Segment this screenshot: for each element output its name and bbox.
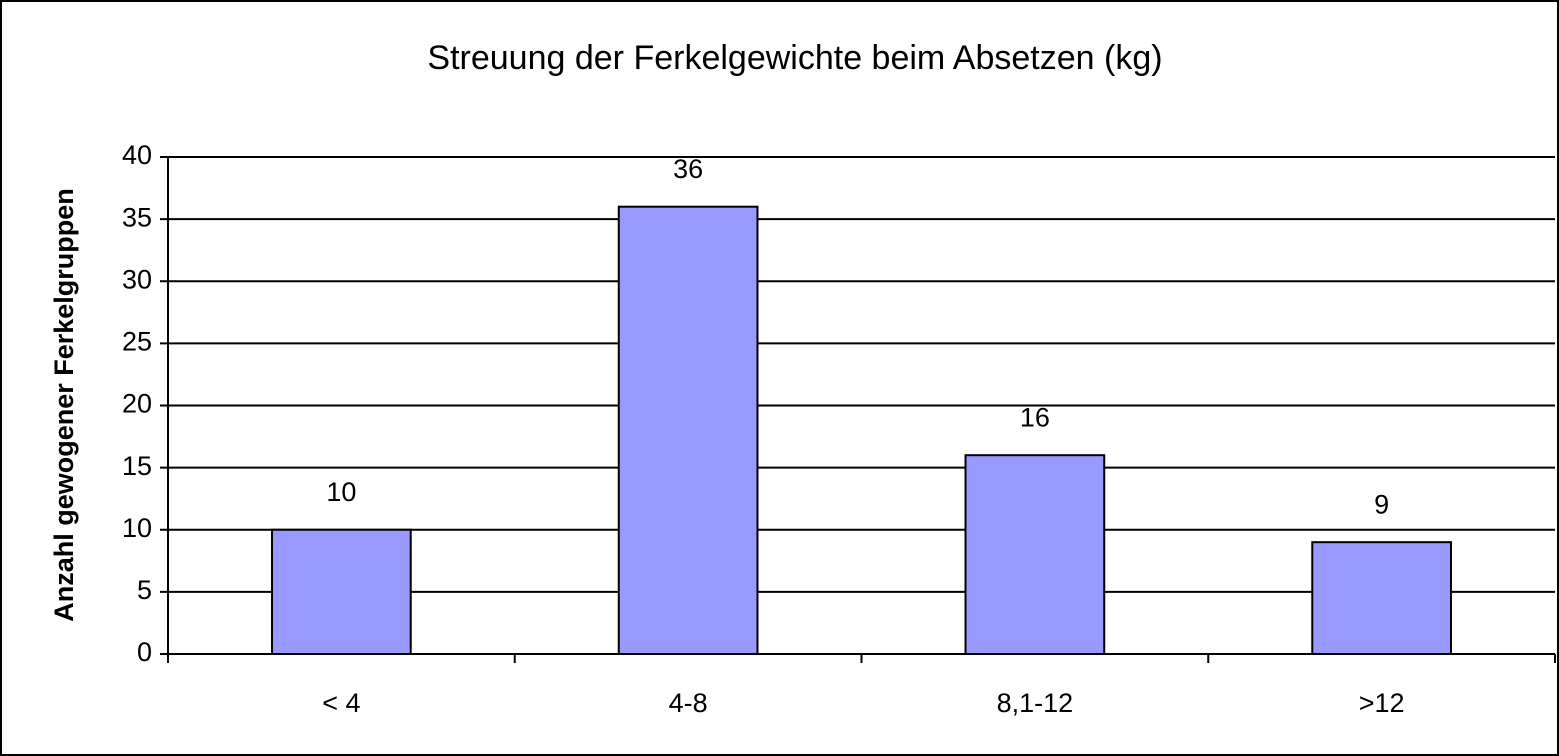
x-tick-label: 4-8 [669, 688, 708, 718]
data-label: 10 [326, 477, 356, 507]
y-tick-label: 15 [122, 451, 152, 481]
bar [1311, 541, 1452, 655]
y-tick-label: 30 [122, 264, 152, 294]
y-axis-label: Anzahl gewogener Ferkelgruppen [49, 188, 79, 622]
bar [271, 528, 412, 655]
data-label: 9 [1374, 489, 1389, 519]
x-tick-label: 8,1-12 [997, 688, 1074, 718]
x-tick-label: >12 [1359, 688, 1405, 718]
bar [964, 454, 1106, 656]
chart-title: Streuung der Ferkelgewichte beim Absetze… [427, 39, 1162, 77]
y-tick-label: 35 [122, 202, 152, 232]
x-tick-label: < 4 [322, 688, 360, 718]
data-label: 36 [673, 154, 703, 184]
y-tick-label: 40 [122, 140, 152, 170]
y-tick-label: 0 [137, 637, 152, 667]
bar [617, 205, 759, 655]
y-tick-label: 5 [137, 575, 152, 605]
y-tick-label: 10 [122, 513, 152, 543]
y-tick-label: 20 [122, 389, 152, 419]
y-tick-label: 25 [122, 327, 152, 357]
data-label: 16 [1020, 402, 1050, 432]
